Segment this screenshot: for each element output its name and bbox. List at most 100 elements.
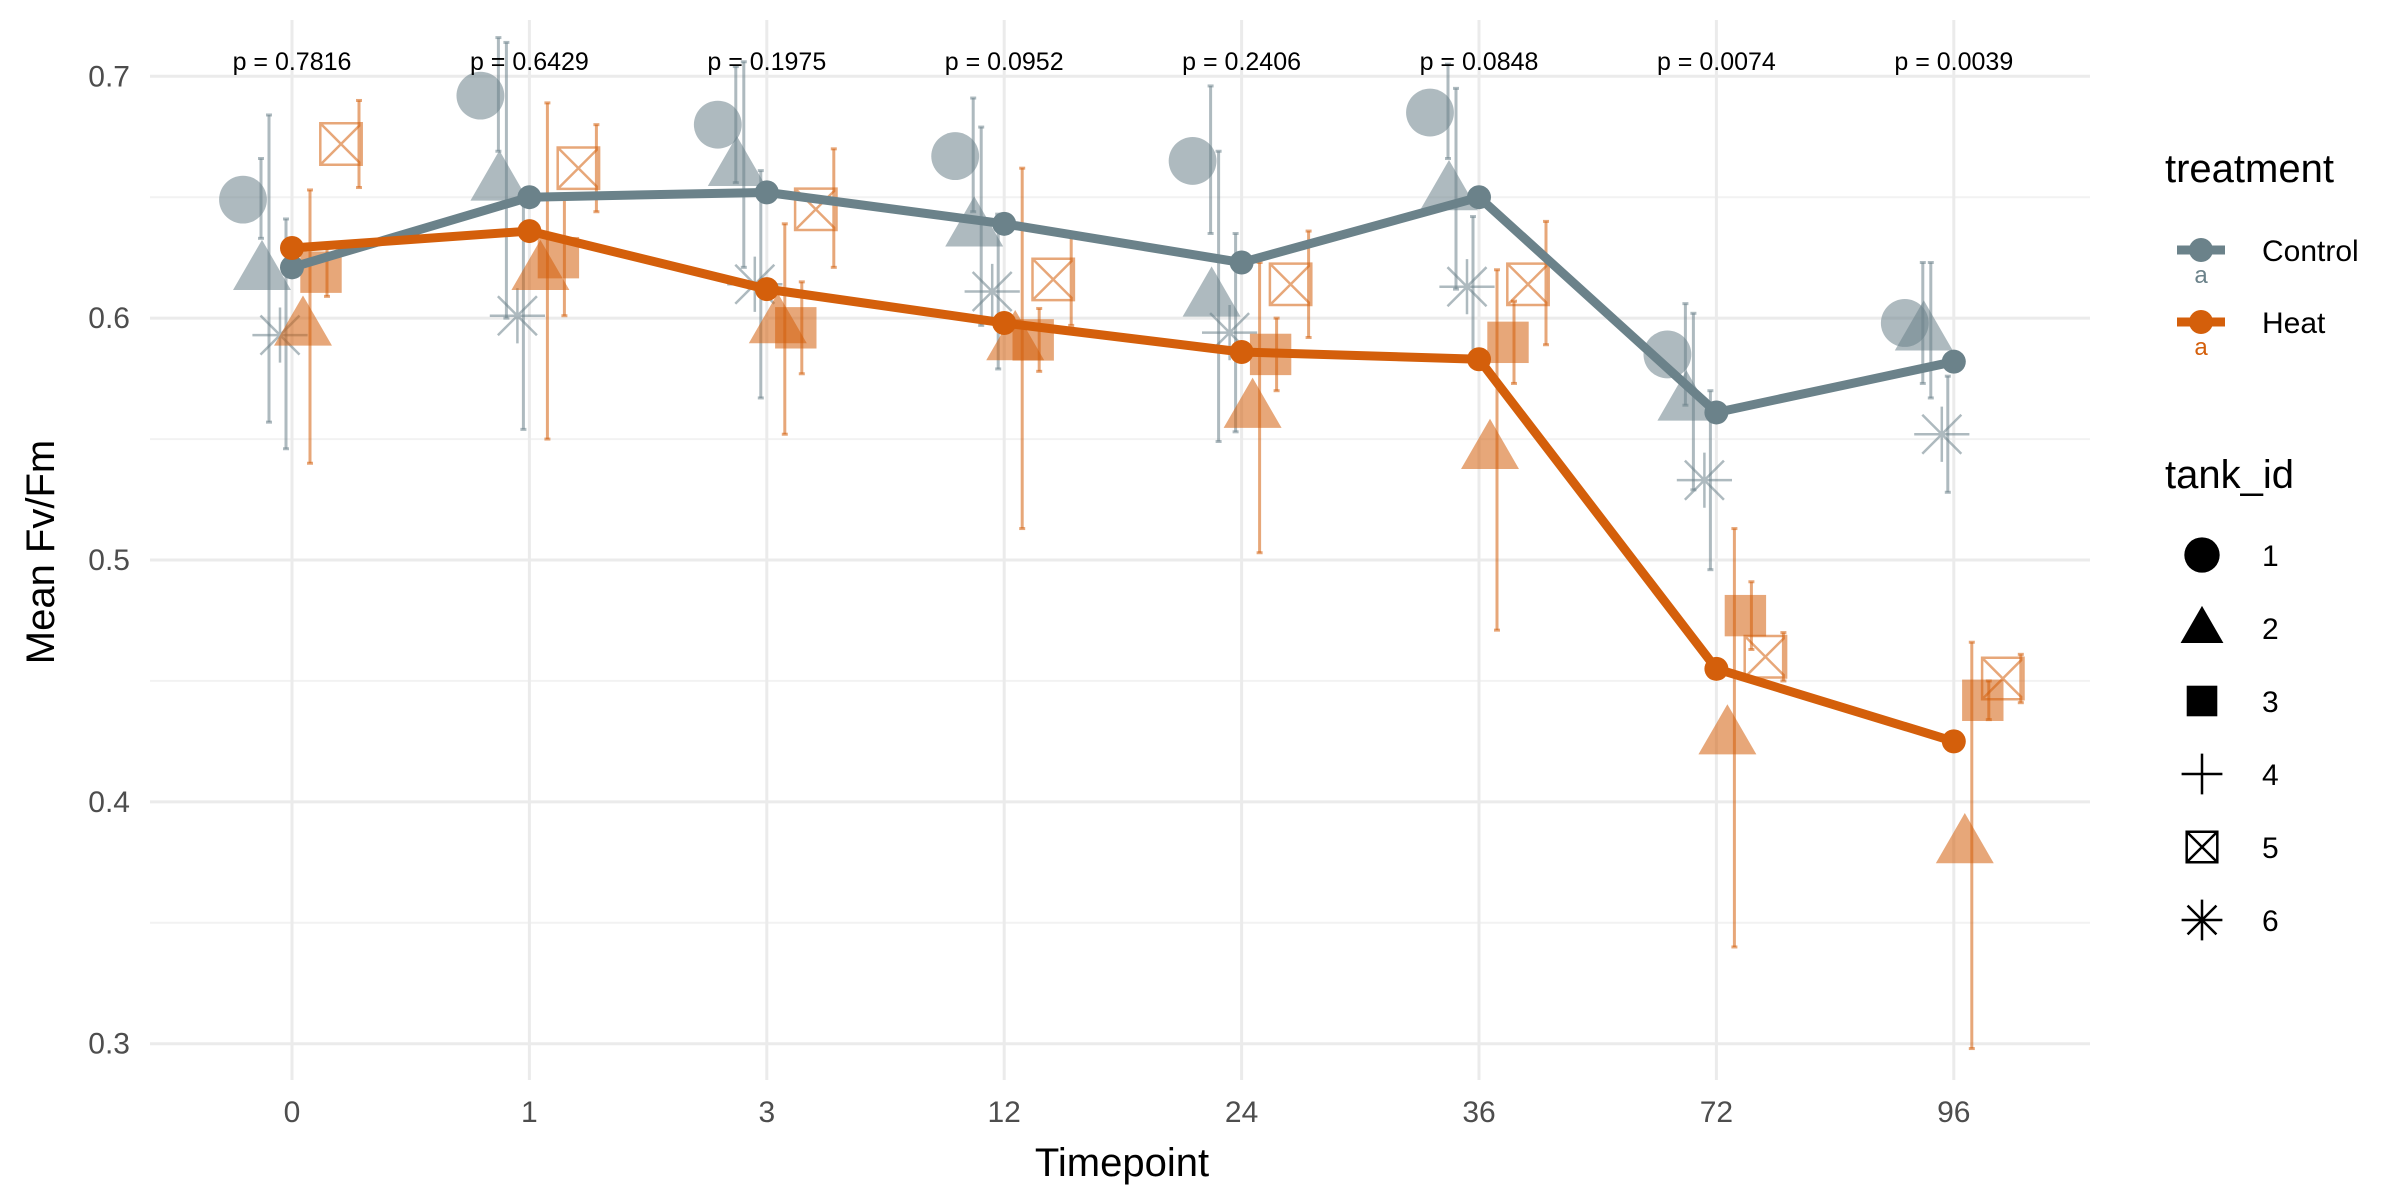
p-value-labels: p = 0.7816 p = 0.6429 p = 0.1975 p = 0.0952… [233,48,2014,76]
y-tick-label: 0.6 [88,302,130,335]
series-point [754,180,779,205]
x-tick-label: 3 [758,1096,775,1129]
legend-key-shape [2185,830,2219,864]
series-line [287,226,1959,746]
series-point [517,219,542,244]
tank-point [252,307,308,363]
tank-point [1461,418,1519,470]
x-axis-ticks: 0 1 3 12 24 36 72 96 [284,1096,1971,1129]
p-value-label: p = 0.6429 [470,48,589,76]
y-axis-ticks: 0.3 0.4 0.5 0.6 0.7 [88,60,130,1060]
legend-key-letter: a [2194,334,2208,361]
legend-item-tank-4: 4 [2181,753,2279,795]
x-tick-label: 24 [1225,1096,1258,1129]
legend-key-point [2189,310,2213,334]
series-point [1467,185,1491,210]
series-point [517,185,542,210]
series-point [1467,347,1491,372]
tank-point [219,175,267,224]
legend-item-tank-5: 5 [2185,830,2279,865]
series-point [280,255,304,280]
legend-label: 6 [2262,905,2279,938]
p-value-label: p = 0.0039 [1894,48,2013,76]
tank-point [1487,321,1529,364]
legend-item-tank-3: 3 [2186,685,2279,719]
tank-point [1914,406,1970,462]
x-axis-title: Timepoint [1035,1141,1209,1185]
y-tick-label: 0.4 [88,786,130,819]
tank-point [1223,377,1282,428]
series-point [1704,656,1729,681]
x-tick-label: 72 [1700,1096,1733,1129]
legend-key-point [2189,238,2213,262]
y-tick-label: 0.3 [88,1028,130,1061]
legend-item-tank-2: 2 [2180,605,2279,646]
legend-label: 3 [2262,686,2279,719]
legend-treatment: treatment a Control a Heat [2165,147,2359,361]
tank-point [233,239,291,291]
tank-point [1980,656,2025,701]
legend-label: 1 [2262,540,2279,573]
x-tick-label: 0 [284,1096,301,1129]
tank-point [693,100,742,149]
legend-label: Control [2262,235,2359,268]
tank-point [1643,330,1692,379]
p-value-label: p = 0.1975 [707,48,826,76]
tank-1-control [219,36,1929,407]
tank-point [964,263,1020,320]
tank-point [1724,594,1767,637]
tank-point [274,295,332,346]
tank-point [1406,88,1454,137]
tank-points [219,36,2025,1051]
series-point [1704,400,1729,425]
tank-point [1676,452,1732,508]
series-point [1229,250,1254,275]
p-value-label: p = 0.7816 [233,48,352,76]
p-value-label: p = 0.0952 [945,48,1064,76]
tank-point [470,150,529,201]
tank-point [1439,259,1495,315]
tank-point [1268,262,1313,307]
tank-point [319,122,363,166]
legend-title: treatment [2165,147,2334,191]
tank-point [1506,262,1550,307]
series-heat [280,219,1966,754]
tank-point [1031,257,1076,302]
tank-point [556,146,601,191]
legend-tank: tank_id 1 2 3 4 5 6 [2165,453,2294,941]
legend-item-heat: a Heat [2177,307,2326,361]
p-value-label: p = 0.0074 [1657,48,1776,76]
legend-key-letter: a [2194,262,2208,289]
series-point [754,277,779,302]
series-point [992,211,1017,236]
series-point [1941,349,1966,374]
legend-key-shape [2181,753,2223,795]
x-tick-label: 96 [1937,1096,1970,1129]
tank-point [1894,300,1953,351]
x-tick-label: 36 [1462,1096,1495,1129]
series-point [1941,729,1966,754]
p-value-label: p = 0.0848 [1420,48,1539,76]
legend-item-tank-6: 6 [2181,899,2279,941]
series-point [992,310,1017,335]
tank-3-heat [300,195,2004,722]
tank-point [1182,266,1241,317]
series-line [287,187,1959,417]
tank-point [456,71,505,120]
x-tick-label: 12 [988,1096,1021,1129]
legend-item-control: a Control [2177,235,2359,289]
legend-label: 2 [2262,613,2279,646]
legend-key-shape [2184,537,2220,573]
y-tick-label: 0.7 [88,60,130,93]
y-tick-label: 0.5 [88,544,130,577]
legend-label: Heat [2262,307,2326,340]
x-tick-label: 1 [521,1096,538,1129]
tank-point [775,307,817,349]
tank-point [1202,305,1258,361]
tank-point [1657,370,1716,421]
tank-point [489,288,545,344]
y-axis-title: Mean Fv/Fm [19,440,63,664]
legend-key-shape [2181,899,2223,941]
tank-point [1935,813,1994,864]
